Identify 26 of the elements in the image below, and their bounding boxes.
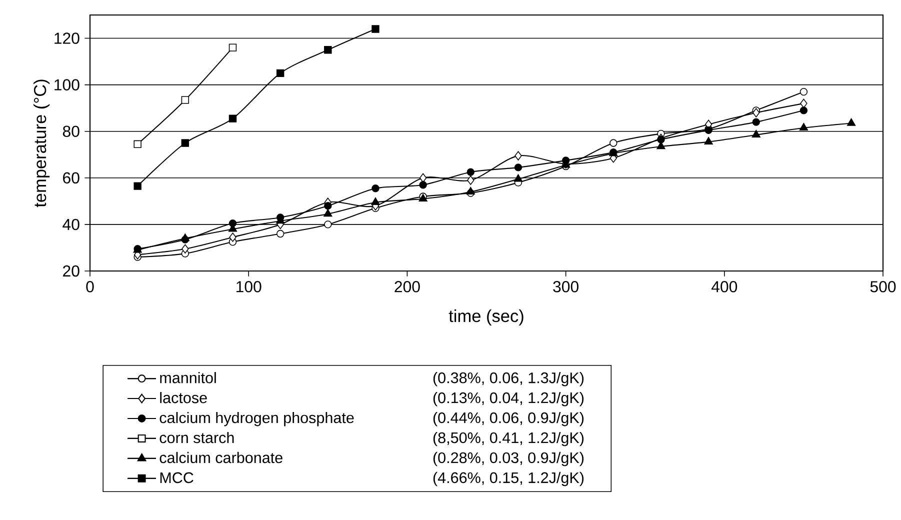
y-tick-label: 60 bbox=[63, 172, 80, 184]
y-tick-label: 80 bbox=[62, 126, 80, 137]
legend-label: mannitol bbox=[160, 372, 216, 384]
text: (4.66%, 0.15, 1.2J/gK) bbox=[433, 472, 584, 486]
x-tick-label: 200 bbox=[394, 281, 420, 292]
legend-label: calcium hydrogen phosphate bbox=[160, 412, 354, 426]
y-tick-label: 120 bbox=[54, 32, 80, 44]
y-tick-label: 20 bbox=[63, 265, 80, 277]
legend-label: calcium carbonate bbox=[160, 452, 282, 464]
x-tick-label: 100 bbox=[236, 281, 262, 292]
text: (0.28%, 0.03, 0.9J/gK) bbox=[433, 452, 584, 466]
text: (0.38%, 0.06, 1.3J/gK) bbox=[433, 372, 584, 386]
legend-label: corn starch bbox=[160, 432, 234, 444]
y-tick-label: 100 bbox=[54, 79, 80, 90]
text: (0.44%, 0.06, 0.9J/gK) bbox=[433, 412, 584, 426]
y-tick-label: 40 bbox=[62, 218, 80, 230]
text: (8,50%, 0.41, 1.2J/gK) bbox=[433, 432, 584, 446]
text: (0.13%, 0.04, 1.2J/gK) bbox=[433, 392, 584, 406]
x-tick-label: 500 bbox=[870, 281, 896, 292]
legend-label: lactose bbox=[160, 392, 207, 404]
y-axis-title: temperature (°C) bbox=[33, 80, 50, 208]
x-tick-label: 0 bbox=[86, 281, 94, 292]
x-tick-label: 400 bbox=[711, 281, 738, 292]
legend-label: MCC bbox=[160, 472, 194, 484]
x-axis-title: time (sec) bbox=[448, 309, 524, 326]
x-tick-label: 300 bbox=[553, 281, 578, 292]
